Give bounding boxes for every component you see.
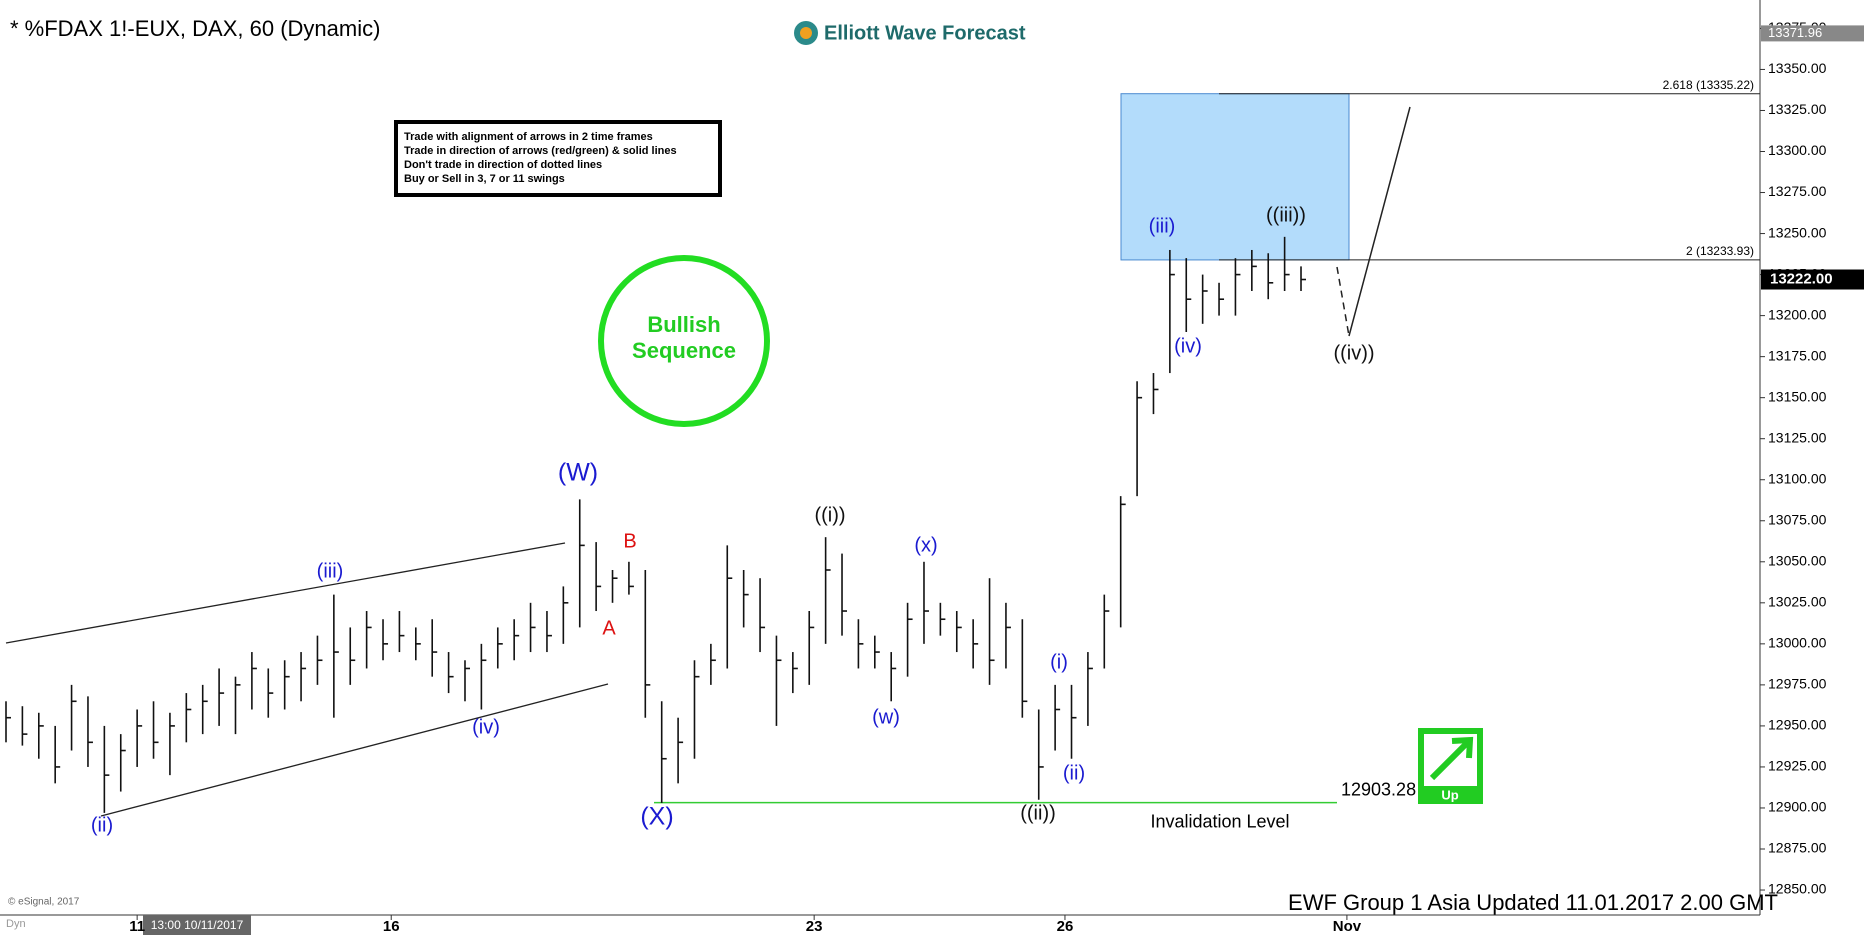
y-tick-label: 13150.00 bbox=[1768, 388, 1827, 404]
invalidation-text: Invalidation Level bbox=[1150, 811, 1289, 831]
wave-label: (i) bbox=[1050, 651, 1068, 673]
y-tick-label: 12950.00 bbox=[1768, 717, 1827, 733]
legend-box bbox=[394, 120, 722, 197]
signal-label: Up bbox=[1441, 787, 1458, 802]
wave-label: ((iii)) bbox=[1266, 204, 1306, 226]
last-price-box bbox=[1761, 269, 1864, 290]
legend-line: Trade in direction of arrows (red/green)… bbox=[404, 145, 677, 157]
y-tick-label: 12925.00 bbox=[1768, 758, 1827, 774]
wave-label: (ii) bbox=[1063, 762, 1085, 784]
invalidation-value: 12903.28 bbox=[1341, 779, 1416, 799]
badge-text: Bullish bbox=[647, 312, 720, 337]
x-tick-label: 23 bbox=[806, 918, 823, 935]
wave-label: B bbox=[623, 530, 636, 552]
cursor-label: 13:00 10/11/2017 bbox=[151, 918, 244, 932]
badge-text: Sequence bbox=[632, 338, 736, 363]
y-tick-label: 12900.00 bbox=[1768, 799, 1827, 815]
y-tick-label: 13300.00 bbox=[1768, 142, 1827, 158]
legend-line: Don't trade in direction of dotted lines bbox=[404, 159, 602, 171]
y-tick-label: 12875.00 bbox=[1768, 840, 1827, 856]
y-tick-label: 13100.00 bbox=[1768, 470, 1827, 486]
cursor-box bbox=[143, 915, 251, 935]
footer-text: EWF Group 1 Asia Updated 11.01.2017 2.00… bbox=[1288, 890, 1778, 915]
wave-label: ((ii)) bbox=[1020, 802, 1056, 824]
wave-label: (iv) bbox=[472, 716, 500, 738]
wave-label: ((iv)) bbox=[1333, 342, 1374, 364]
wave-label: (iii) bbox=[1149, 215, 1176, 237]
logo-text: Elliott Wave Forecast bbox=[824, 22, 1026, 44]
x-tick-label: Nov bbox=[1333, 918, 1362, 935]
wave-label: (iii) bbox=[317, 560, 344, 582]
target-box bbox=[1120, 93, 1350, 261]
y-tick-label: 13000.00 bbox=[1768, 635, 1827, 651]
fib-label: 2 (13233.93) bbox=[1686, 244, 1754, 258]
chart-title: * %FDAX 1!-EUX, DAX, 60 (Dynamic) bbox=[10, 16, 380, 41]
wave-label: (W) bbox=[558, 459, 598, 487]
legend-line: Buy or Sell in 3, 7 or 11 swings bbox=[404, 173, 565, 185]
x-tick-label: 26 bbox=[1057, 918, 1074, 935]
wave-label: ((i)) bbox=[814, 504, 845, 526]
y-tick-label: 12975.00 bbox=[1768, 676, 1827, 692]
last-price-label: 13222.00 bbox=[1770, 270, 1833, 287]
y-tick-label: 13075.00 bbox=[1768, 511, 1827, 527]
legend-line: Trade with alignment of arrows in 2 time… bbox=[404, 131, 653, 143]
signal-arrow-head bbox=[1451, 736, 1474, 759]
projection-line bbox=[1348, 106, 1411, 337]
fib-label: 2.618 (13335.22) bbox=[1663, 78, 1754, 92]
y-tick-label: 13325.00 bbox=[1768, 101, 1827, 117]
y-tick-label: 13175.00 bbox=[1768, 347, 1827, 363]
signal-arrow bbox=[1429, 739, 1471, 781]
session-high-box bbox=[1761, 25, 1864, 42]
wave-label: (iv) bbox=[1174, 335, 1202, 357]
y-tick-label: 13025.00 bbox=[1768, 594, 1827, 610]
x-tick-label: 11 bbox=[129, 918, 145, 935]
y-tick-label: 12850.00 bbox=[1768, 881, 1827, 897]
wave-label: (x) bbox=[914, 534, 937, 556]
x-tick-label: 16 bbox=[383, 918, 400, 935]
badge-circle bbox=[598, 255, 770, 427]
y-tick-label: 13250.00 bbox=[1768, 224, 1827, 240]
wave-label: (ii) bbox=[91, 814, 113, 836]
channel-line bbox=[100, 683, 609, 817]
wave-label: (X) bbox=[640, 803, 673, 831]
channel-line bbox=[5, 542, 566, 644]
mode-label: Dyn bbox=[6, 918, 26, 930]
y-tick-label: 13200.00 bbox=[1768, 306, 1827, 322]
session-high-label: 13371.96 bbox=[1768, 25, 1822, 40]
wave-label: (w) bbox=[872, 706, 900, 728]
y-tick-label: 13050.00 bbox=[1768, 552, 1827, 568]
copyright: © eSignal, 2017 bbox=[8, 897, 80, 908]
y-tick-label: 13275.00 bbox=[1768, 183, 1827, 199]
wave-label: A bbox=[602, 617, 616, 639]
y-tick-label: 13350.00 bbox=[1768, 60, 1827, 76]
logo-icon-inner bbox=[800, 27, 812, 39]
y-tick-label: 13125.00 bbox=[1768, 429, 1827, 445]
